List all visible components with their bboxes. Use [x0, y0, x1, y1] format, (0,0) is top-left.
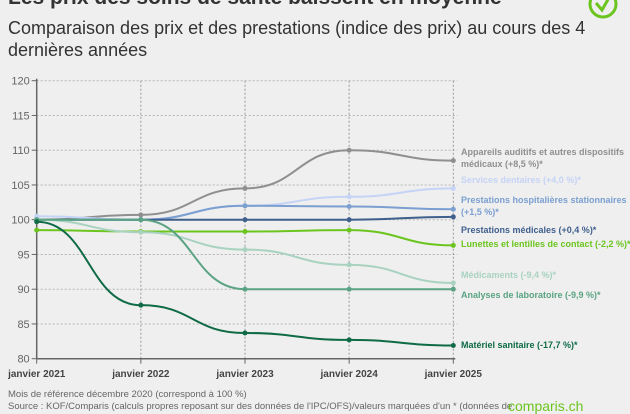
y-tick-label: 105 — [11, 180, 29, 192]
x-tick-label: janvier 2023 — [215, 369, 274, 380]
data-point — [450, 214, 456, 220]
data-point — [138, 302, 144, 308]
y-tick-label: 115 — [12, 110, 30, 122]
data-point — [242, 247, 248, 253]
series-label-line: (+1,5 %)* — [461, 207, 499, 217]
data-point — [346, 217, 352, 223]
x-tick-label: janvier 2022 — [111, 369, 170, 380]
data-point — [450, 206, 456, 212]
comparis-logo: comparis.ch — [508, 398, 584, 414]
x-tick-label: janvier 2025 — [424, 369, 483, 380]
data-point — [450, 280, 456, 286]
y-tick-label: 80 — [17, 354, 29, 366]
data-point — [242, 229, 248, 235]
series-label-line: médicaux (+8,5 %)* — [461, 159, 543, 169]
y-tick-label: 95 — [17, 249, 29, 261]
data-point — [242, 330, 248, 336]
data-point — [346, 203, 352, 209]
x-tick-label: janvier 2021 — [7, 369, 66, 380]
data-point — [450, 342, 456, 348]
data-point — [346, 337, 352, 343]
data-point — [346, 147, 352, 153]
source-note: Source : KOF/Comparis (calculs propres r… — [8, 401, 513, 412]
series-5: Médicaments (-9,4 %)* — [34, 217, 557, 286]
series-label-line: Appareils auditifs et autres dispositifs — [461, 147, 624, 157]
data-point — [138, 217, 144, 223]
data-point — [34, 227, 40, 233]
data-point — [242, 286, 248, 292]
data-point — [450, 286, 456, 292]
series-label: Appareils auditifs et autres dispositifs… — [461, 147, 624, 169]
data-point — [346, 262, 352, 268]
data-point — [34, 219, 40, 225]
data-point — [138, 229, 144, 235]
series-label: Services dentaires (+4,0 %)* — [461, 175, 581, 185]
y-tick-label: 85 — [17, 319, 29, 331]
series-label: Matériel sanitaire (-17,7 %)* — [461, 340, 578, 350]
data-point — [242, 217, 248, 223]
data-point — [450, 185, 456, 191]
y-tick-label: 120 — [11, 76, 29, 88]
check-circle-icon — [588, 0, 618, 19]
y-tick-label: 100 — [11, 215, 29, 227]
series-label-line: Prestations hospitalières stationnaires — [461, 195, 627, 205]
series-line — [36, 218, 454, 291]
series-2: Prestations hospitalières stationnaires (… — [34, 195, 627, 223]
data-point — [450, 158, 456, 164]
reference-note: Mois de référence décembre 2020 (corresp… — [8, 389, 247, 400]
data-point — [346, 227, 352, 233]
series-label: Prestations médicales (+0,4 %)* — [461, 225, 597, 235]
series-7: Matériel sanitaire (-17,7 %)* — [34, 219, 578, 350]
chart-subtitle: Comparaison des prix et des prestations … — [8, 18, 586, 60]
x-tick-label: janvier 2024 — [320, 369, 379, 380]
data-point — [138, 212, 144, 218]
data-point — [450, 242, 456, 248]
page-title: Les prix des soins de santé baissent en … — [8, 0, 502, 10]
series-label: Lunettes et lentilles de contact (-2,2 %… — [461, 239, 630, 249]
data-point — [34, 213, 40, 219]
data-point — [346, 194, 352, 200]
series-4: Lunettes et lentilles de contact (-2,2 %… — [34, 227, 630, 249]
series-label: Médicaments (-9,4 %)* — [461, 270, 557, 280]
y-tick-label: 110 — [12, 145, 30, 157]
y-tick-label: 90 — [17, 284, 29, 296]
series-label: Prestations hospitalières stationnaires (… — [461, 195, 627, 217]
data-point — [346, 286, 352, 292]
data-point — [242, 203, 248, 209]
series-label: Analyses de laboratoire (-9,9 %)* — [461, 290, 601, 300]
data-point — [242, 185, 248, 191]
series-line — [36, 220, 454, 347]
